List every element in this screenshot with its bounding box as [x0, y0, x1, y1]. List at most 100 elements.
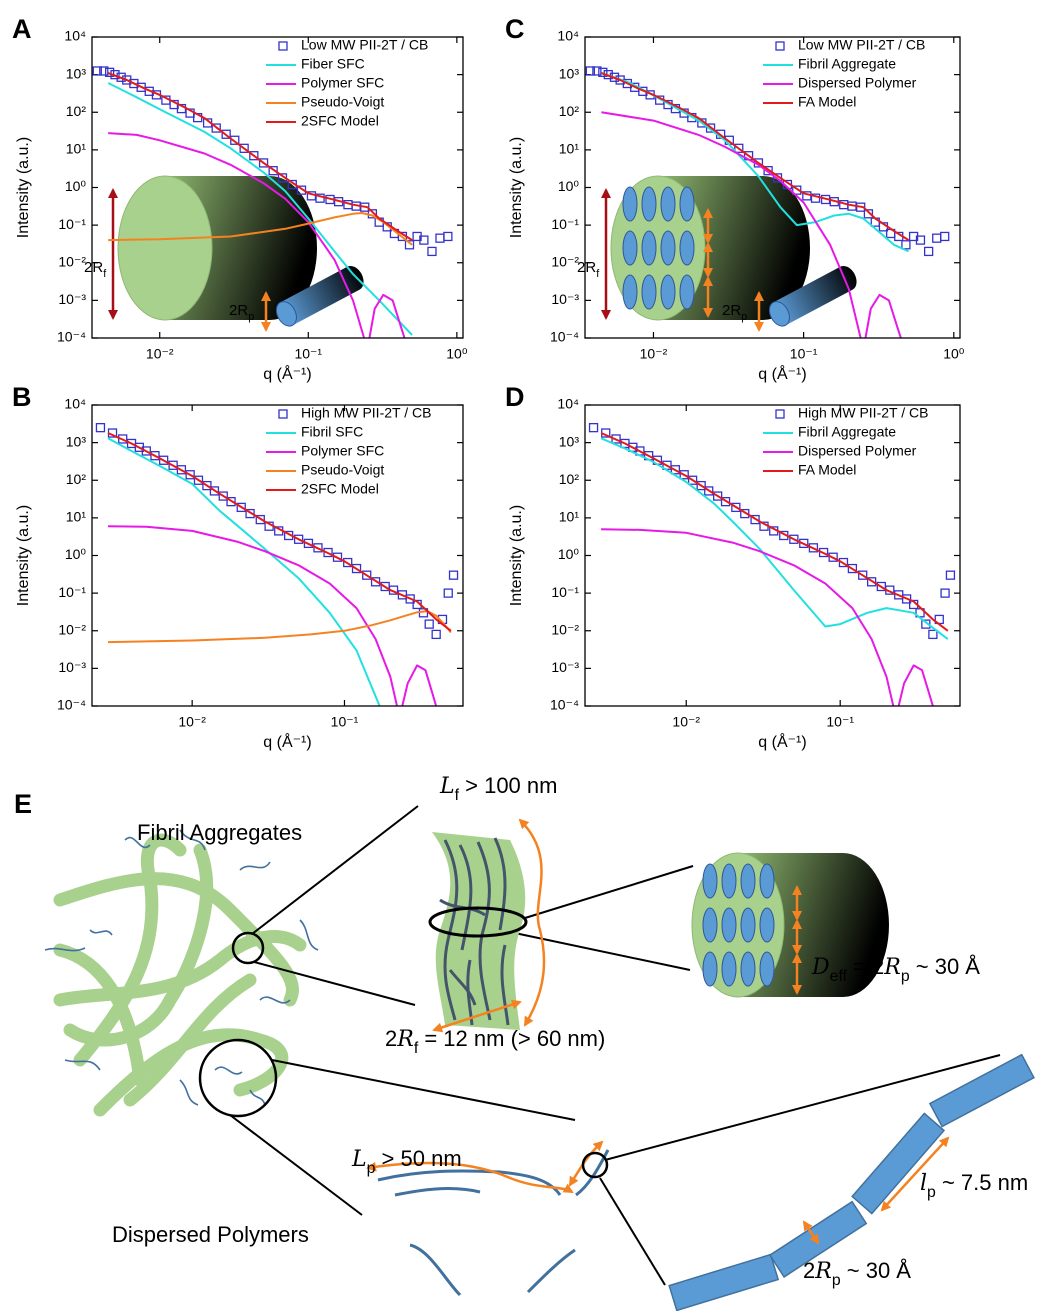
- series-line: [107, 72, 413, 241]
- panel-letter: A: [12, 14, 32, 44]
- data-point: [245, 508, 255, 519]
- data-point: [255, 514, 265, 525]
- series-line: [601, 72, 910, 241]
- subscript: f: [414, 1040, 419, 1057]
- data-point: [866, 577, 877, 587]
- data-point: [923, 246, 934, 257]
- y-tick-label: 10⁰: [65, 546, 87, 562]
- data-point: [185, 470, 195, 480]
- legend-label: Low MW PII-2T / CB: [798, 37, 925, 53]
- label: Fibril Aggregates: [137, 820, 302, 845]
- legend-label: FA Model: [798, 462, 856, 478]
- y-tick-label: 10⁰: [65, 178, 87, 194]
- data-point: [720, 496, 731, 507]
- y-tick-label: 10⁴: [557, 396, 579, 412]
- x-tick-label: 10⁻¹: [826, 714, 854, 730]
- polymer-section: [759, 863, 775, 899]
- y-tick-label: 10⁻³: [551, 659, 579, 675]
- data-point: [351, 563, 362, 574]
- data-point: [740, 508, 750, 519]
- data-point: [679, 470, 689, 480]
- data-point: [193, 475, 204, 485]
- cylinder-face: [117, 175, 213, 321]
- data-point: [230, 135, 240, 145]
- legend-label: High MW PII-2T / CB: [301, 405, 431, 421]
- data-point: [808, 543, 819, 553]
- y-axis-label: Intensity (a.u.): [508, 505, 525, 606]
- data-point: [176, 465, 187, 475]
- data-point: [592, 66, 602, 76]
- y-axis-label: Intensity (a.u.): [508, 137, 525, 238]
- polymer-cylinder: [768, 265, 857, 327]
- polymer-section: [660, 274, 676, 310]
- data-point: [731, 502, 741, 513]
- label-part: ~ 30 Å: [910, 954, 981, 979]
- y-tick-label: 10¹: [559, 141, 580, 157]
- data-point: [202, 480, 212, 491]
- label-part: 2R: [229, 302, 248, 319]
- label-part: l: [920, 1171, 927, 1196]
- legend-label: Fibril SFC: [301, 424, 363, 440]
- polymer-section: [622, 186, 638, 222]
- subscript: p: [832, 1272, 841, 1289]
- legend-label: Fibril Aggregate: [798, 56, 896, 72]
- y-tick-label: 10⁻²: [551, 253, 579, 269]
- series-line: [601, 111, 902, 338]
- data-point: [901, 240, 911, 250]
- label-part: L: [439, 774, 455, 799]
- data-point: [95, 423, 106, 433]
- segment-arrow: [880, 1136, 950, 1212]
- legend-marker: [775, 41, 785, 51]
- legend-marker: [775, 409, 785, 419]
- label: 2Rf: [84, 259, 107, 280]
- y-tick-label: 10⁻²: [58, 253, 86, 269]
- data-point: [323, 547, 333, 558]
- label-part: ~ 30 Å: [841, 1258, 912, 1283]
- label: 2Rp ~ 30 Å: [803, 1258, 911, 1289]
- data-point: [104, 67, 115, 77]
- zoom-lines: [229, 805, 1001, 1286]
- polymer-section: [702, 863, 718, 899]
- data-point: [343, 557, 353, 568]
- y-tick-label: 10⁻³: [551, 291, 579, 307]
- data-point: [435, 233, 445, 243]
- label-part: = 12 nm (> 60 nm): [418, 1026, 605, 1051]
- cylinder-body: [280, 265, 364, 326]
- data-point: [901, 594, 912, 604]
- polymer-section: [641, 274, 657, 310]
- panel-letter: C: [505, 14, 525, 44]
- series-line: [108, 132, 406, 338]
- data-point: [863, 209, 874, 219]
- label-part: 2: [385, 1026, 397, 1051]
- data-point: [704, 486, 714, 496]
- data-point: [940, 231, 950, 242]
- data-point: [838, 557, 849, 568]
- data-point: [448, 570, 459, 580]
- data-point: [92, 66, 102, 76]
- legend-marker: [278, 41, 288, 51]
- polymer-section: [679, 274, 695, 310]
- data-point: [847, 563, 858, 574]
- data-point: [611, 434, 621, 444]
- y-tick-label: 10¹: [66, 141, 87, 157]
- y-tick-label: 10⁻¹: [58, 584, 86, 600]
- data-point: [763, 166, 773, 176]
- polymer-section: [622, 230, 638, 266]
- polymer-section: [641, 230, 657, 266]
- dispersed-chains: [366, 1140, 610, 1297]
- y-tick-label: 10²: [66, 103, 87, 119]
- y-tick-label: 10⁴: [64, 396, 86, 412]
- data-point: [932, 233, 942, 243]
- data-point: [405, 594, 415, 604]
- data-point: [915, 235, 926, 245]
- x-tick-label: 10⁰: [943, 346, 965, 362]
- data-point: [696, 480, 706, 491]
- x-axis-label: q (Å⁻¹): [758, 732, 806, 751]
- plot-frame: [584, 36, 961, 339]
- x-tick-label: 10⁻¹: [294, 346, 322, 362]
- plot-data: [92, 66, 453, 338]
- data-point: [249, 151, 259, 161]
- data-point: [818, 547, 829, 558]
- data-point: [226, 496, 236, 507]
